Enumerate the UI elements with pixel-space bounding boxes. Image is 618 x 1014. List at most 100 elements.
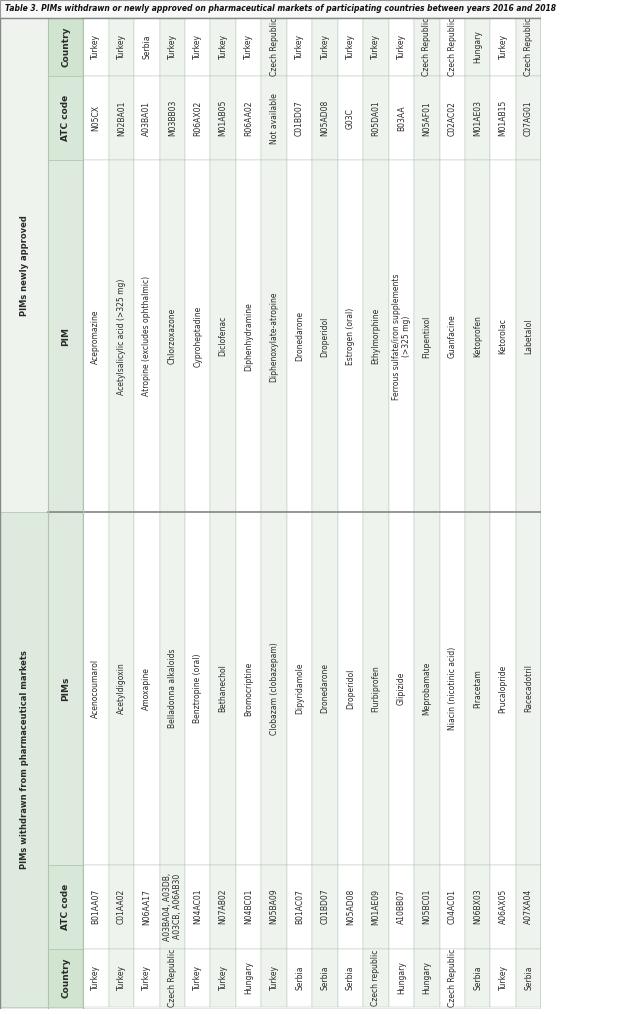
Text: PIMs newly approved: PIMs newly approved [20,215,28,315]
Text: Turkey: Turkey [219,34,227,60]
Bar [363,512,389,865]
Text: Turkey: Turkey [295,34,304,60]
Bar [414,18,439,76]
Bar [261,865,287,949]
Bar [465,949,491,1007]
Text: M01AB15: M01AB15 [499,100,507,136]
Text: Diclofenac: Diclofenac [219,316,227,357]
Bar [0,0,541,18]
Bar [465,160,491,512]
Text: Piracetam: Piracetam [473,669,482,708]
Bar [363,949,389,1007]
Text: Atropine (excludes ophthalmic): Atropine (excludes ophthalmic) [142,276,151,396]
Bar [185,76,211,160]
Text: Diphenoxylate-atropine: Diphenoxylate-atropine [269,291,279,381]
Bar [236,76,261,160]
Bar [48,949,83,1007]
Text: Czech Republic: Czech Republic [422,18,431,76]
Text: Table 3. PIMs withdrawn or newly approved on pharmaceutical markets of participa: Table 3. PIMs withdrawn or newly approve… [6,4,556,13]
Bar [83,865,109,949]
Bar [134,865,159,949]
Bar [287,160,312,512]
Bar [236,512,261,865]
Text: Serbia: Serbia [524,965,533,990]
Text: Serbia: Serbia [321,965,329,990]
Text: N05AD08: N05AD08 [321,100,329,136]
Text: M01AB05: M01AB05 [219,100,227,136]
Text: Turkey: Turkey [244,34,253,60]
Bar [134,76,159,160]
Bar [109,865,134,949]
Text: N02BA01: N02BA01 [117,100,126,136]
Bar [48,76,83,160]
Bar [337,512,363,865]
Bar [185,865,211,949]
Text: Flurbiprofen: Flurbiprofen [371,665,380,712]
Bar [491,865,516,949]
Bar [312,865,337,949]
Bar [236,18,261,76]
Bar [211,18,236,76]
Bar [414,949,439,1007]
Bar [491,76,516,160]
Text: Czech republic: Czech republic [371,950,380,1006]
Bar [337,18,363,76]
Bar [261,160,287,512]
Text: Ketoprofen: Ketoprofen [473,315,482,357]
Bar [389,76,414,160]
Bar [48,512,83,865]
Bar [491,18,516,76]
Bar [465,512,491,865]
Bar [414,512,439,865]
Text: Czech Republic: Czech Republic [269,18,279,76]
Text: N07AB02: N07AB02 [219,889,227,925]
Bar [83,76,109,160]
Bar [159,18,185,76]
Bar [414,865,439,949]
Bar [211,160,236,512]
Text: Hungary: Hungary [422,961,431,995]
Text: Turkey: Turkey [499,965,507,991]
Bar [236,865,261,949]
Text: Dipyridamole: Dipyridamole [295,663,304,714]
Text: Turkey: Turkey [397,34,406,60]
Text: Turkey: Turkey [321,34,329,60]
Bar [389,18,414,76]
Text: Hungary: Hungary [397,961,406,995]
Bar [185,949,211,1007]
Bar [363,865,389,949]
Bar [439,160,465,512]
Bar [465,76,491,160]
Bar [0,18,48,512]
Text: Meprobamate: Meprobamate [422,662,431,715]
Bar [337,76,363,160]
Text: N05BA09: N05BA09 [269,889,279,925]
Text: Amoxapine: Amoxapine [142,667,151,710]
Bar [414,76,439,160]
Bar [211,865,236,949]
Bar [83,512,109,865]
Text: Czech Republic: Czech Republic [447,949,457,1007]
Text: C04AC01: C04AC01 [447,889,457,924]
Text: Labetalol: Labetalol [524,318,533,354]
Text: Bromocriptine: Bromocriptine [244,661,253,716]
Text: Dronedarone: Dronedarone [295,311,304,361]
Bar [465,18,491,76]
Bar [236,160,261,512]
Bar [48,18,83,76]
Bar [287,512,312,865]
Bar [0,512,48,1007]
Text: B03AA: B03AA [397,105,406,131]
Text: Serbia: Serbia [142,34,151,59]
Text: Acetyldigoxin: Acetyldigoxin [117,662,126,715]
Text: A03BA04, A03DB,
A03CB, A06AB30: A03BA04, A03DB, A03CB, A06AB30 [163,872,182,941]
Bar [491,160,516,512]
Text: N04AC01: N04AC01 [193,889,202,925]
Text: A03BA01: A03BA01 [142,100,151,136]
Text: Flupentixol: Flupentixol [422,315,431,358]
Bar [439,512,465,865]
Bar [159,512,185,865]
Text: N05AD08: N05AD08 [346,888,355,925]
Bar [312,949,337,1007]
Bar [439,76,465,160]
